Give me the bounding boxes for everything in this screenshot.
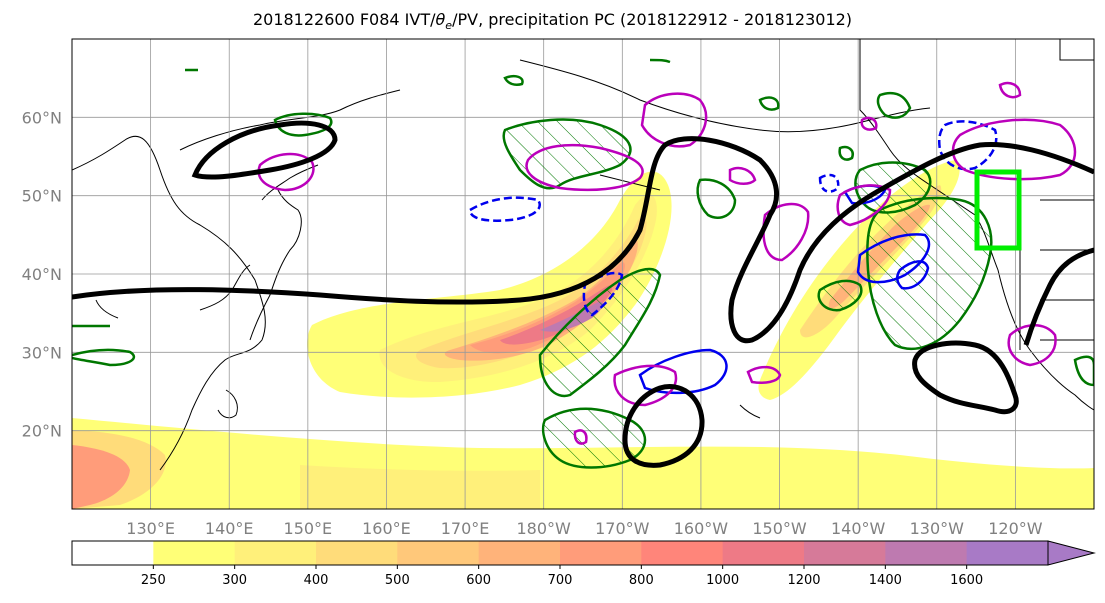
lon-label-3: 160°E: [362, 519, 411, 538]
map-title: 2018122600 F084 IVT/θe/PV, precipitation…: [0, 10, 1105, 32]
title-theta: θ: [435, 10, 446, 29]
lat-label-3: 30°N: [22, 343, 62, 362]
colorbar-label-1: 300: [222, 573, 247, 588]
target-region-box: [974, 169, 1022, 251]
colorbar-segment-6: [560, 541, 642, 565]
colorbar-label-0: 250: [141, 573, 166, 588]
colorbar-label-6: 800: [629, 573, 654, 588]
lon-label-8: 150°W: [752, 519, 807, 538]
map-border: [71, 38, 1095, 510]
latitude-labels: 60°N 50°N 40°N 30°N 20°N: [22, 108, 62, 440]
longitude-labels: 130°E 140°E 150°E 160°E 170°E 180°W 170°W 160°W…: [126, 519, 1042, 538]
colorbar-segment-9: [804, 541, 886, 565]
graticule-grid: [72, 39, 1094, 509]
colorbar-label-9: 1400: [869, 573, 902, 588]
lat-label-0: 60°N: [22, 108, 62, 127]
lon-label-4: 170°E: [441, 519, 490, 538]
colorbar-label-5: 700: [548, 573, 573, 588]
overlay-contours: [72, 58, 1094, 469]
lon-label-11: 120°W: [988, 519, 1043, 538]
colorbar-label-7: 1000: [706, 573, 739, 588]
colorbar-label-8: 1200: [787, 573, 820, 588]
colorbar-segment-0: [72, 541, 154, 565]
colorbar-segment-11: [966, 541, 1049, 565]
colorbar-segment-10: [885, 541, 968, 565]
colorbar-segment-3: [316, 541, 398, 565]
colorbar-segment-8: [722, 541, 805, 565]
lat-label-4: 20°N: [22, 422, 62, 441]
colorbar-label-4: 600: [466, 573, 491, 588]
colorbar-segment-2: [234, 541, 317, 565]
colorbar-label-10: 1600: [950, 573, 983, 588]
colorbar: 250 300 400 500 600 700 800 1000 1200 1400 1600: [71, 540, 1096, 588]
title-part-2: /PV, precipitation PC (2018122912 - 2018…: [452, 10, 853, 29]
colorbar-segment-7: [641, 541, 724, 565]
jet-contours: [72, 120, 1094, 468]
lon-label-2: 150°E: [284, 519, 333, 538]
lon-label-10: 130°W: [910, 519, 965, 538]
lon-label-9: 140°W: [831, 519, 886, 538]
colorbar-label-3: 500: [385, 573, 410, 588]
lat-label-1: 50°N: [22, 187, 62, 206]
lon-label-1: 140°E: [205, 519, 254, 538]
lat-label-2: 40°N: [22, 265, 62, 284]
colorbar-extend-arrow: [1047, 540, 1096, 566]
title-part-1: 2018122600 F084 IVT/: [252, 10, 436, 29]
colorbar-segment-1: [153, 541, 236, 565]
lon-label-5: 180°W: [517, 519, 572, 538]
colorbar-label-2: 400: [304, 573, 329, 588]
lon-label-6: 170°W: [595, 519, 650, 538]
colorbar-segment-5: [478, 541, 561, 565]
lon-label-7: 160°W: [674, 519, 729, 538]
title-theta-sub: e: [445, 19, 453, 33]
lon-label-0: 130°E: [126, 519, 175, 538]
colorbar-segment-4: [397, 541, 480, 565]
